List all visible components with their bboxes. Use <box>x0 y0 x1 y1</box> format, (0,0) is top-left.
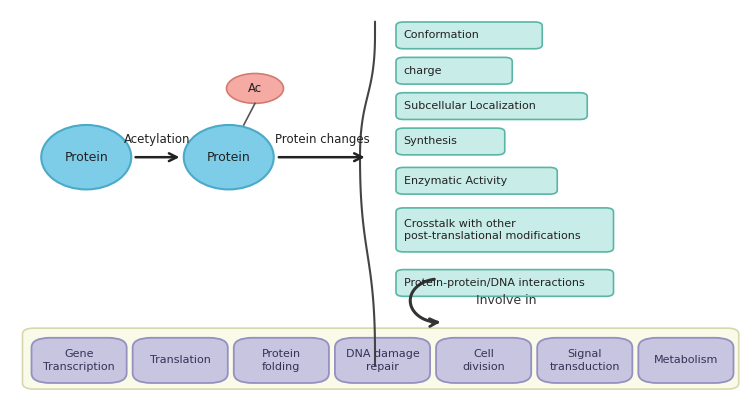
Ellipse shape <box>184 125 274 189</box>
Text: charge: charge <box>404 66 442 76</box>
Text: Synthesis: Synthesis <box>404 136 457 147</box>
Text: Involve in: Involve in <box>476 294 537 307</box>
Text: Subcellular Localization: Subcellular Localization <box>404 101 536 111</box>
FancyBboxPatch shape <box>396 22 542 49</box>
FancyBboxPatch shape <box>133 338 228 383</box>
Text: Protein: Protein <box>64 151 108 164</box>
Text: Metabolism: Metabolism <box>654 355 718 365</box>
FancyBboxPatch shape <box>396 93 587 119</box>
FancyBboxPatch shape <box>396 208 614 252</box>
Text: Acetylation: Acetylation <box>124 133 190 146</box>
Text: Conformation: Conformation <box>404 30 479 40</box>
Text: Gene
Transcription: Gene Transcription <box>44 349 115 371</box>
Text: Protein-protein/DNA interactions: Protein-protein/DNA interactions <box>404 278 584 288</box>
Text: Crosstalk with other
post-translational modifications: Crosstalk with other post-translational … <box>404 219 580 241</box>
FancyBboxPatch shape <box>234 338 329 383</box>
FancyBboxPatch shape <box>396 167 557 194</box>
FancyBboxPatch shape <box>396 128 505 155</box>
FancyBboxPatch shape <box>335 338 430 383</box>
Text: Protein
folding: Protein folding <box>262 349 301 371</box>
FancyBboxPatch shape <box>32 338 127 383</box>
Text: Ac: Ac <box>248 82 262 95</box>
FancyBboxPatch shape <box>537 338 632 383</box>
Text: Protein changes: Protein changes <box>275 133 370 146</box>
Text: Protein: Protein <box>207 151 251 164</box>
Text: Translation: Translation <box>150 355 211 365</box>
FancyBboxPatch shape <box>436 338 531 383</box>
FancyBboxPatch shape <box>638 338 734 383</box>
FancyBboxPatch shape <box>22 328 739 389</box>
FancyBboxPatch shape <box>396 270 614 296</box>
Text: DNA damage
repair: DNA damage repair <box>346 349 419 371</box>
Text: Enzymatic Activity: Enzymatic Activity <box>404 176 507 186</box>
Text: Signal
transduction: Signal transduction <box>550 349 620 371</box>
Ellipse shape <box>41 125 131 189</box>
Circle shape <box>226 73 284 103</box>
Text: Cell
division: Cell division <box>462 349 505 371</box>
FancyBboxPatch shape <box>396 57 512 84</box>
